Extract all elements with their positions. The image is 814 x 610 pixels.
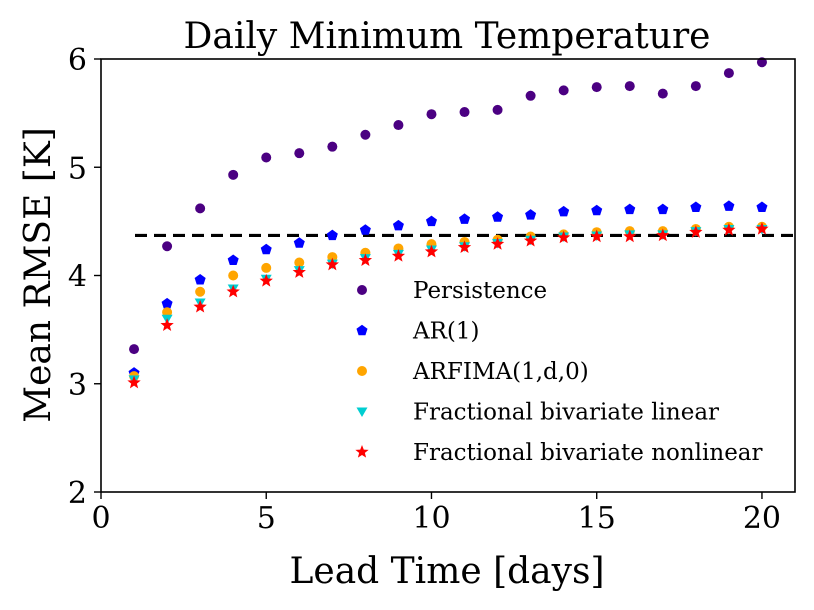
data-point: [690, 81, 701, 92]
data-point: [591, 204, 603, 216]
data-point: [325, 257, 339, 271]
data-point: [391, 249, 406, 262]
data-point: [723, 200, 735, 211]
data-point: [755, 221, 769, 235]
y-tick-label: 4: [68, 260, 87, 295]
plot-frame: [100, 58, 796, 493]
x-tick-label: 0: [91, 501, 110, 536]
data-point: [426, 109, 437, 120]
series-0: [129, 57, 767, 355]
data-point: [294, 257, 305, 268]
data-point: [326, 229, 338, 241]
data-point: [492, 104, 503, 115]
x-tick-label: 10: [412, 501, 450, 536]
data-point: [160, 318, 174, 331]
data-point: [195, 203, 206, 214]
data-point: [722, 223, 736, 236]
legend: Persistence AR(1) ARFIMA(1,d,0) Fractional …: [355, 278, 763, 466]
x-tick-label: 5: [257, 501, 276, 536]
data-point: [359, 224, 371, 235]
data-point: [690, 201, 702, 212]
data-point: [656, 228, 670, 242]
data-point: [590, 229, 604, 243]
data-point: [723, 68, 734, 79]
legend-label: Persistence: [413, 278, 547, 304]
data-point: [161, 297, 173, 309]
data-point: [525, 90, 536, 101]
data-point: [756, 201, 768, 212]
data-point: [392, 219, 404, 231]
data-point: [227, 254, 239, 266]
data-point: [129, 344, 140, 355]
data-point: [259, 273, 273, 287]
data-point: [261, 262, 272, 273]
data-point: [525, 209, 537, 220]
x-tick-label: 20: [743, 501, 781, 536]
data-point: [195, 286, 206, 297]
data-point: [162, 241, 173, 252]
data-point: [657, 203, 669, 215]
data-point: [523, 233, 538, 247]
legend-label: Fractional bivariate linear: [413, 400, 719, 426]
y-tick-label: 6: [68, 43, 87, 78]
data-point: [393, 120, 404, 131]
x-axis-label: Lead Time [days]: [290, 551, 605, 592]
data-point: [424, 244, 439, 258]
data-point: [292, 265, 306, 278]
data-point: [260, 243, 272, 255]
data-point: [360, 129, 371, 140]
data-point: [558, 85, 569, 96]
data-point: [294, 148, 305, 159]
data-point: [327, 141, 338, 152]
data-point: [293, 237, 305, 248]
data-point: [459, 213, 471, 224]
x-tick-label: 15: [578, 501, 616, 536]
y-axis-label: Mean RMSE [K]: [18, 127, 59, 423]
data-point: [358, 253, 373, 267]
legend-marker: [356, 407, 368, 417]
data-point: [261, 152, 272, 163]
chart-title: Daily Minimum Temperature: [184, 16, 711, 57]
data-point: [490, 237, 505, 250]
plot-area: 0 5 10 15 20 2 3 4 5 6: [68, 43, 795, 536]
data-point: [127, 375, 141, 389]
data-point: [457, 240, 472, 254]
y-tick-label: 2: [68, 476, 87, 511]
legend-label: AR(1): [412, 319, 480, 345]
data-point: [492, 211, 504, 222]
data-point: [689, 225, 703, 238]
legend-label: Fractional bivariate nonlinear: [413, 440, 763, 466]
series-4: [127, 221, 769, 389]
data-point: [228, 169, 239, 180]
data-point: [624, 81, 635, 92]
data-point: [226, 284, 240, 298]
series-1: [128, 200, 768, 378]
data-point: [558, 205, 570, 217]
y-tick-label: 5: [68, 151, 87, 186]
data-point: [425, 215, 437, 227]
data-point: [459, 107, 470, 118]
legend-marker: [355, 445, 369, 458]
legend-marker: [357, 285, 367, 295]
data-point: [228, 270, 239, 281]
data-point: [591, 82, 602, 93]
y-tick-label: 3: [68, 368, 87, 403]
data-point: [624, 203, 636, 215]
legend-marker: [356, 324, 368, 336]
data-point: [623, 229, 637, 243]
legend-label: ARFIMA(1,d,0): [412, 359, 589, 385]
data-point: [657, 88, 668, 99]
data-point: [557, 230, 571, 244]
data-point: [193, 299, 207, 313]
data-point: [194, 274, 206, 285]
legend-marker: [357, 366, 367, 376]
